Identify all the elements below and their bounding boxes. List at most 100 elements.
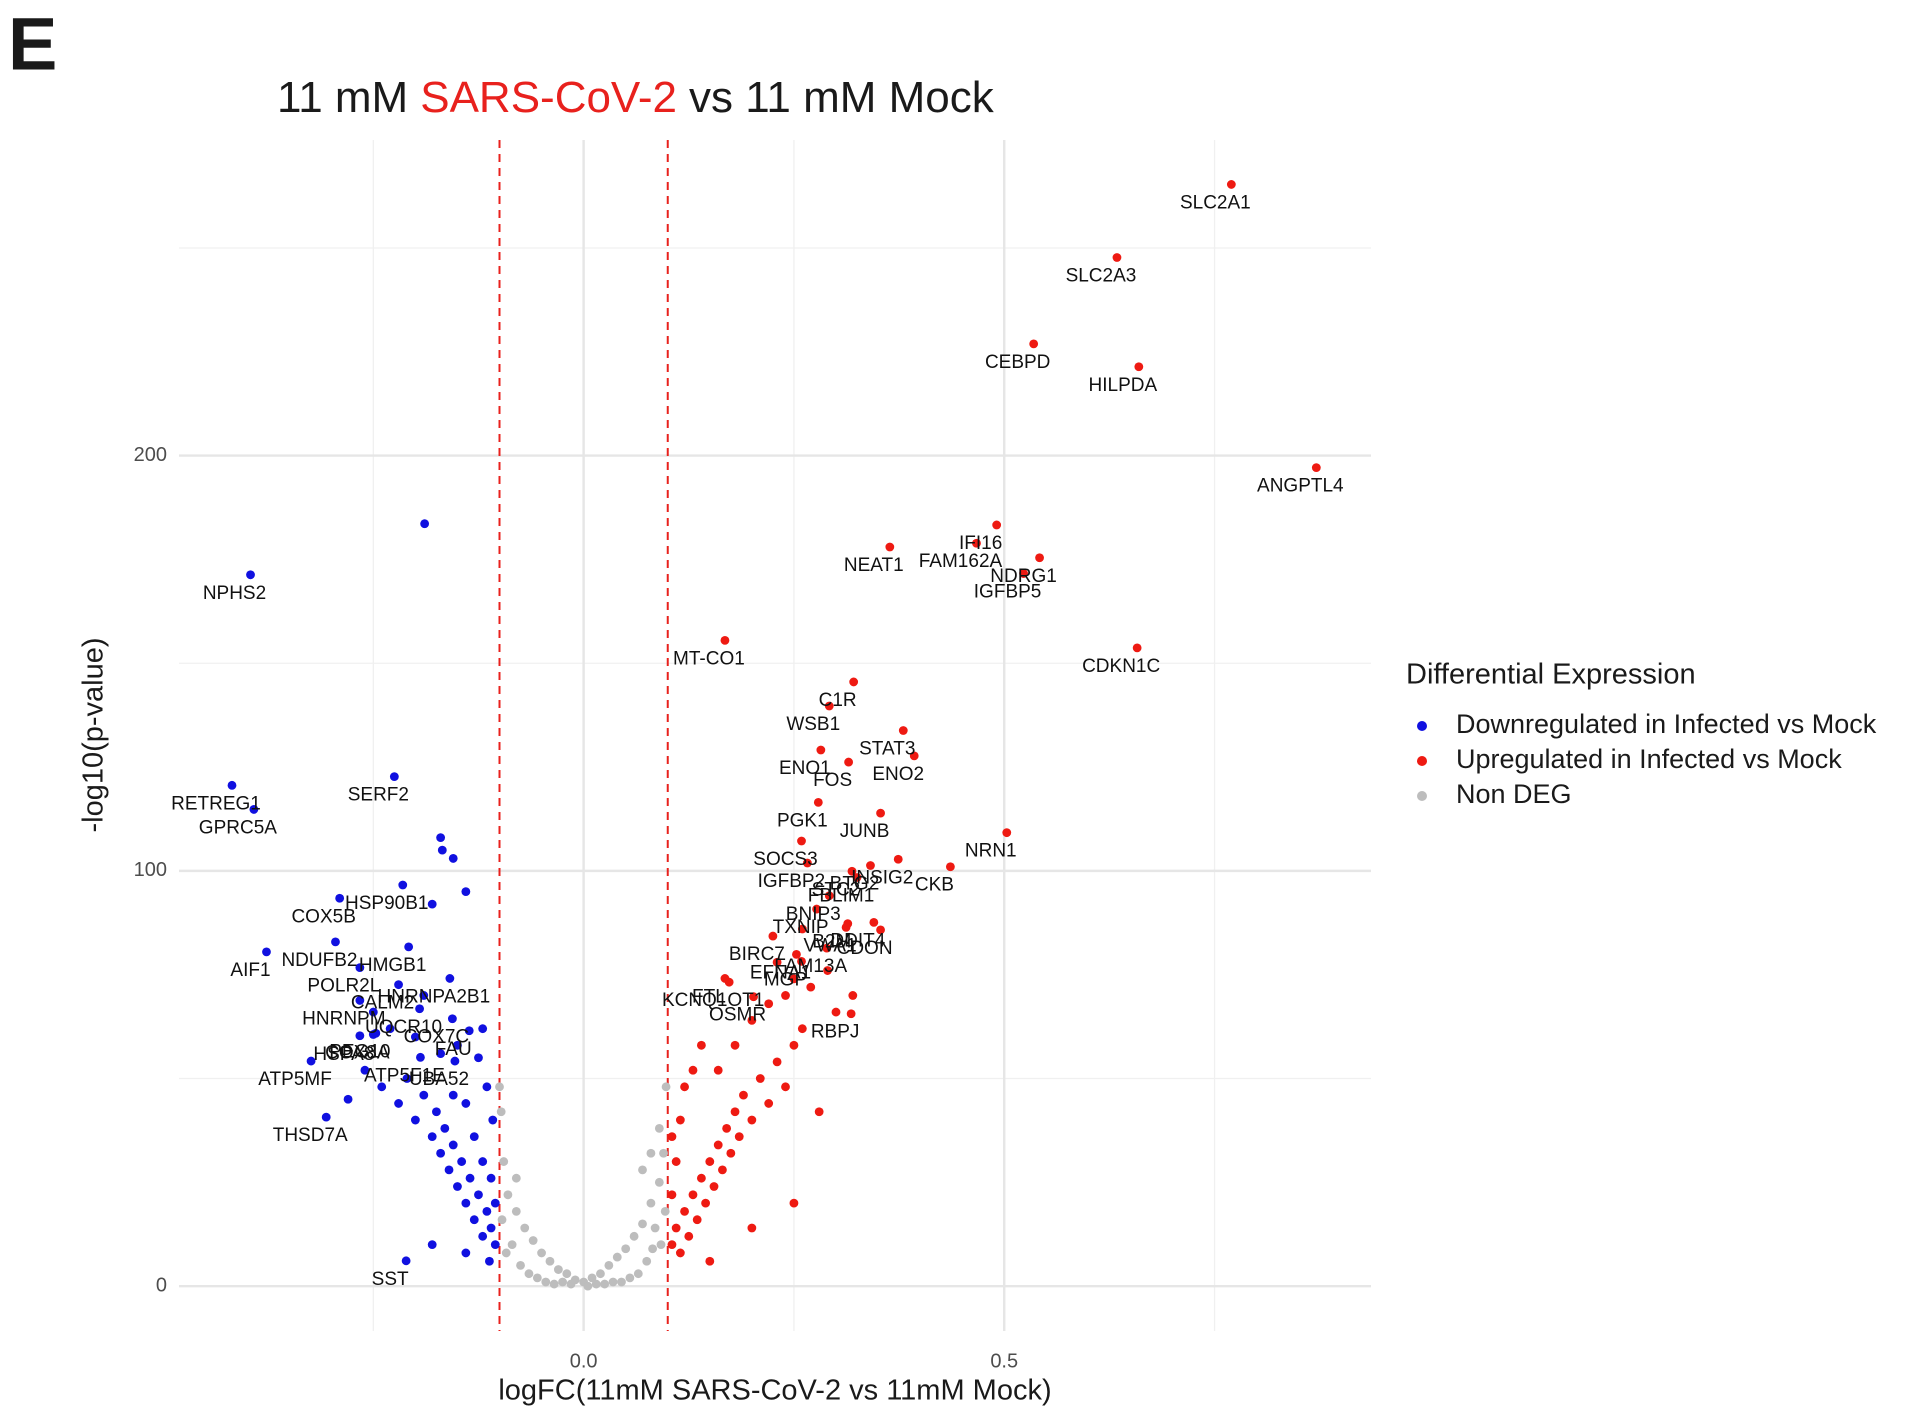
point (772, 957, 782, 967)
point (893, 854, 903, 864)
gene-label: RETREG1 (171, 793, 261, 814)
point (537, 1248, 546, 1258)
point (680, 1082, 689, 1092)
point (368, 1007, 378, 1017)
point (797, 957, 806, 966)
point (398, 880, 408, 890)
point (415, 1004, 424, 1014)
point (1019, 569, 1028, 578)
point (730, 1040, 740, 1050)
point (654, 1177, 664, 1187)
point (822, 943, 832, 953)
gene-label: ANGPTL4 (1257, 476, 1344, 497)
point (847, 866, 857, 876)
point (646, 1148, 656, 1158)
gene-label: EFNA1 (750, 962, 811, 983)
point (797, 836, 806, 846)
point (516, 1260, 525, 1270)
point (448, 1140, 458, 1150)
gene-label: SLC2A1 (1180, 192, 1251, 213)
point (419, 991, 429, 1000)
point (945, 862, 955, 872)
point (650, 1223, 660, 1233)
point (437, 845, 447, 855)
gene-label: AIF1 (230, 960, 270, 981)
gene-label: ENO1 (779, 758, 831, 779)
point (448, 854, 458, 863)
gene-label: THSD7A (273, 1125, 348, 1146)
point (909, 751, 919, 761)
legend-label: Non DEG (1456, 779, 1572, 809)
y-tick-label: 100 (134, 859, 167, 881)
point (824, 701, 834, 711)
gene-label: MGP (764, 969, 807, 990)
point (789, 1040, 799, 1050)
gene-label: COX8A (325, 1043, 390, 1064)
point (478, 1157, 488, 1166)
point (511, 1173, 521, 1183)
legend-marker (1417, 791, 1427, 801)
point (394, 980, 403, 990)
point (705, 1157, 715, 1166)
point (453, 1040, 462, 1050)
point (608, 1277, 618, 1287)
point (749, 992, 758, 1002)
point (718, 1165, 727, 1175)
point (713, 1140, 723, 1150)
point (497, 1215, 507, 1225)
gene-label: CEBPD (985, 352, 1050, 373)
gene-label: SLC2A3 (1066, 266, 1137, 287)
point (638, 1219, 647, 1229)
point (461, 1099, 471, 1108)
point (469, 1215, 479, 1225)
gene-label: NDUFB2 (281, 950, 357, 971)
point (385, 1024, 395, 1034)
point (768, 931, 778, 941)
point (1002, 828, 1012, 838)
gene-label: ATP5MF (258, 1069, 332, 1090)
gene-label: UQCR10 (365, 1017, 442, 1038)
gene-label: MT-CO1 (673, 648, 745, 669)
gene-label: PEG10 (329, 1041, 390, 1062)
gene-label: HNRNPM (302, 1008, 385, 1029)
point (764, 1099, 774, 1108)
gene-label: SERF2 (348, 785, 409, 806)
point (488, 1115, 498, 1125)
point (360, 1065, 370, 1075)
point (1112, 253, 1122, 262)
gene-label: FAM13A (774, 956, 847, 977)
point (501, 1248, 511, 1258)
point (1029, 339, 1039, 349)
point (524, 1269, 534, 1279)
point (846, 1009, 856, 1019)
point (553, 1265, 563, 1274)
gene-label: COX7C (404, 1027, 469, 1048)
point (389, 772, 399, 782)
point (789, 1198, 799, 1208)
point (797, 924, 807, 934)
point (436, 833, 446, 843)
point (440, 1123, 450, 1133)
point (849, 677, 859, 687)
point (720, 636, 730, 645)
point (660, 1207, 670, 1216)
point (394, 1099, 403, 1108)
point (558, 1277, 567, 1287)
gene-label: POLR2L (307, 976, 380, 997)
point (806, 982, 816, 992)
point (401, 1256, 411, 1266)
point (667, 1190, 677, 1200)
point (869, 917, 879, 927)
gene-label: JUNB (840, 821, 890, 842)
gene-label: CDON (837, 938, 893, 959)
point (764, 999, 774, 1009)
point (823, 966, 832, 975)
point (617, 1277, 626, 1287)
point (792, 949, 801, 959)
point (876, 808, 885, 818)
point (1132, 643, 1142, 653)
point (371, 1028, 381, 1038)
gene-label: OSMR (709, 1005, 766, 1026)
gene-label: VWA1 (804, 935, 857, 956)
gene-label: HNRNPA2B1 (378, 986, 491, 1007)
